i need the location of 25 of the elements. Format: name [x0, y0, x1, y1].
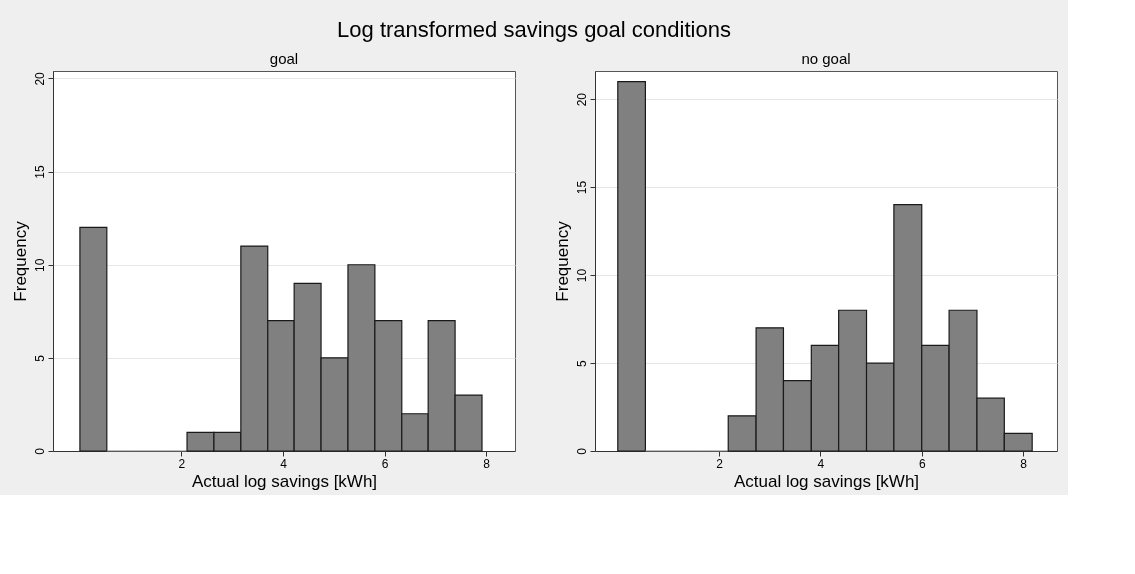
chart-subtitle: no goal [801, 50, 851, 67]
y-axis-title: Frequency [552, 220, 572, 302]
y-axis-title: Frequency [10, 220, 30, 302]
x-tick-label: 4 [280, 456, 288, 471]
x-tick-label: 6 [381, 456, 389, 471]
x-tick-label: 8 [483, 456, 491, 471]
chart-title: Log transformed savings goal conditions [337, 16, 731, 42]
x-axis-title: Actual log savings [kWh] [733, 471, 920, 491]
y-tick-label: 5 [574, 359, 589, 367]
y-tick-label: 20 [32, 71, 47, 86]
x-axis-title: Actual log savings [kWh] [191, 471, 378, 491]
y-tick-label: 15 [574, 180, 589, 195]
y-tick-label: 15 [32, 165, 47, 179]
y-tick-label: 5 [32, 354, 47, 362]
chart-subtitle: goal [269, 50, 299, 67]
y-tick-label: 10 [32, 258, 47, 272]
y-tick-label: 0 [574, 447, 589, 455]
x-tick-label: 8 [1020, 456, 1028, 471]
x-tick-label: 2 [178, 456, 186, 471]
x-tick-label: 2 [716, 456, 724, 471]
x-tick-label: 4 [817, 456, 825, 471]
y-tick-label: 20 [574, 92, 589, 107]
y-tick-label: 0 [32, 447, 47, 455]
y-tick-label: 10 [574, 268, 589, 283]
x-tick-label: 6 [918, 456, 926, 471]
